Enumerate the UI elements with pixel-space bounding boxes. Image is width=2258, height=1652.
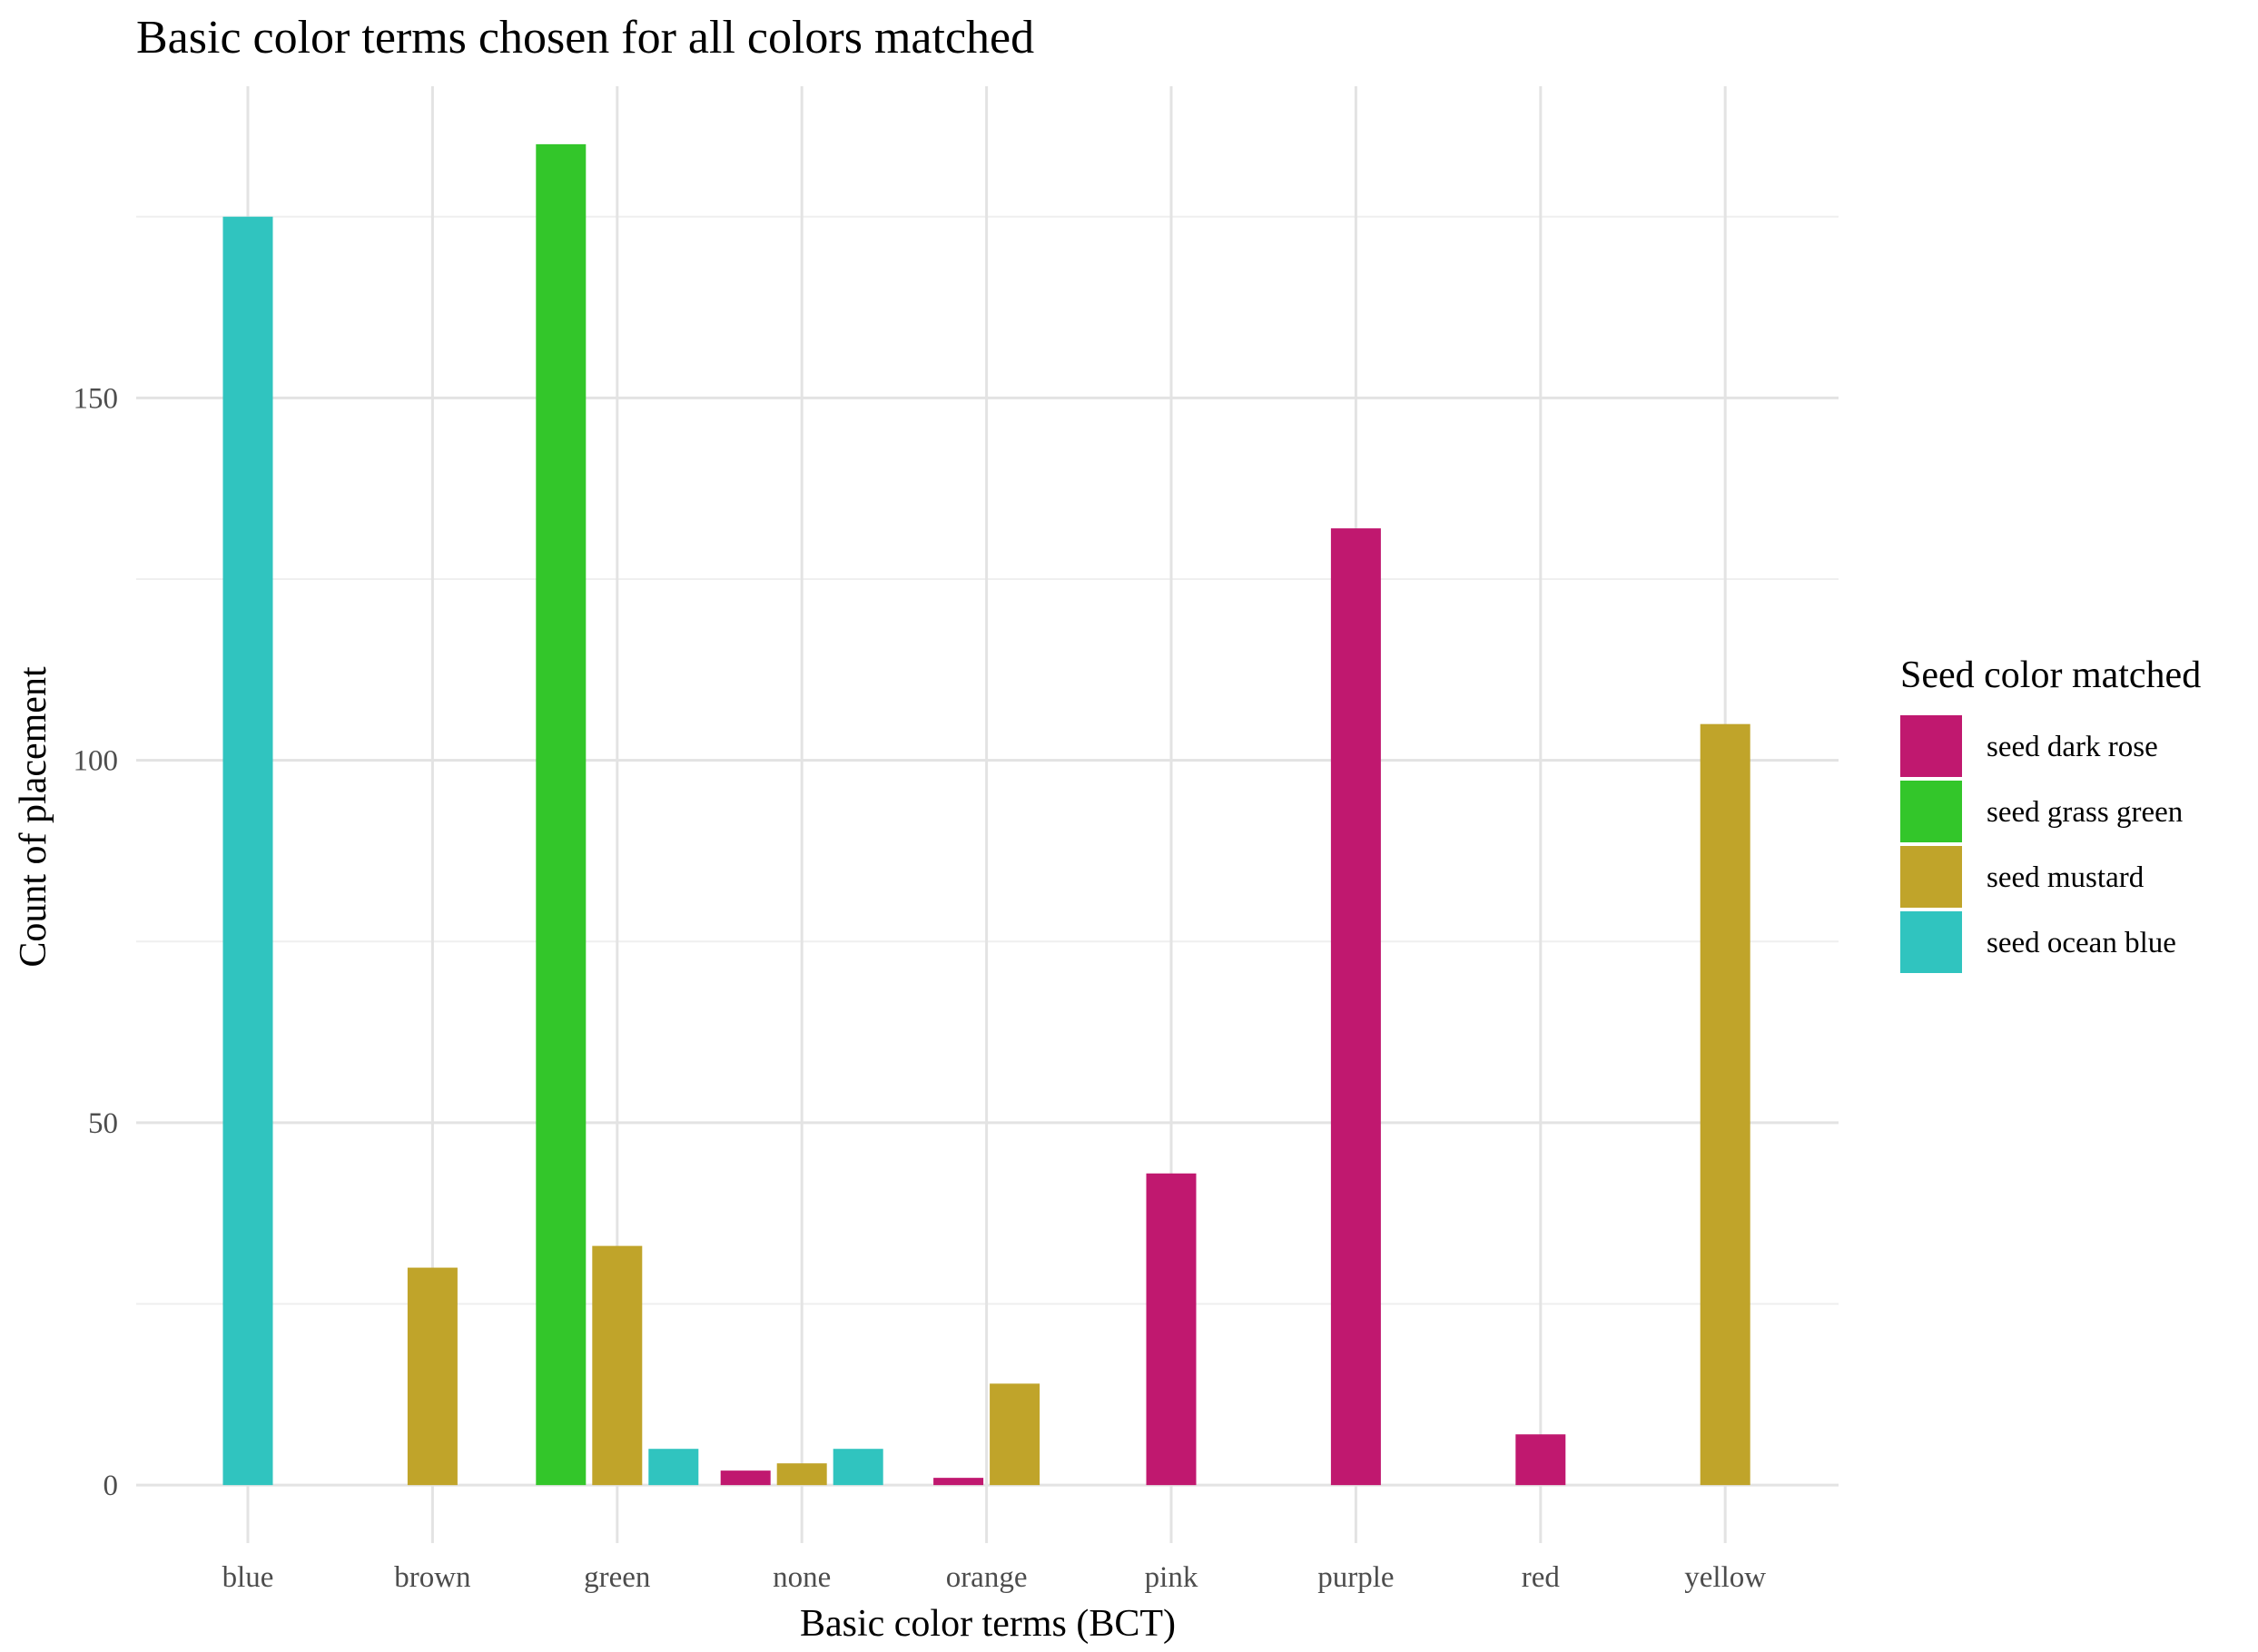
y-tick-label: 50 xyxy=(88,1107,118,1140)
x-tick-label: brown xyxy=(394,1561,470,1594)
x-tick-label: none xyxy=(773,1561,831,1594)
legend-key xyxy=(1900,781,1962,842)
x-tick-labels: blue brown green none orange pink purple red yel… xyxy=(222,1561,1767,1594)
legend-label: seed grass green xyxy=(1987,796,2183,829)
legend-key xyxy=(1900,911,1962,973)
bar-green-seed-mustard xyxy=(592,1245,643,1486)
legend-key xyxy=(1900,715,1962,777)
chart-title: Basic color terms chosen for all colors … xyxy=(136,12,1034,64)
legend-key xyxy=(1900,846,1962,908)
legend: Seed color matched seed dark rose seed gr… xyxy=(1900,654,2201,973)
bar-brown-seed-mustard xyxy=(407,1267,458,1486)
bar-green-seed-ocean-blue xyxy=(648,1449,699,1486)
x-axis-title: Basic color terms (BCT) xyxy=(800,1603,1176,1645)
y-axis-title: Count of placement xyxy=(13,666,54,968)
x-tick-label: purple xyxy=(1317,1561,1394,1594)
bar-red-seed-dark-rose xyxy=(1515,1434,1566,1486)
x-tick-label: red xyxy=(1522,1561,1561,1594)
legend-label: seed dark rose xyxy=(1987,731,2158,763)
x-tick-label: pink xyxy=(1145,1561,1198,1594)
x-tick-label: green xyxy=(584,1561,650,1594)
x-tick-label: blue xyxy=(222,1561,274,1594)
y-tick-labels: 0 50 100 150 xyxy=(74,382,119,1502)
bar-orange-seed-mustard xyxy=(990,1383,1040,1486)
legend-label: seed mustard xyxy=(1987,861,2145,894)
bar-yellow-seed-mustard xyxy=(1700,723,1750,1486)
x-tick-label: yellow xyxy=(1684,1561,1766,1594)
major-gridlines xyxy=(136,86,1839,1543)
y-tick-label: 150 xyxy=(74,382,119,415)
legend-label: seed ocean blue xyxy=(1987,927,2176,959)
bar-pink-seed-dark-rose xyxy=(1146,1173,1197,1486)
y-tick-label: 0 xyxy=(104,1470,119,1502)
bar-none-seed-mustard xyxy=(776,1463,827,1486)
legend-title: Seed color matched xyxy=(1900,654,2201,696)
bar-none-seed-dark-rose xyxy=(720,1470,771,1486)
bar-none-seed-ocean-blue xyxy=(833,1449,883,1486)
x-tick-label: orange xyxy=(946,1561,1028,1594)
y-tick-label: 100 xyxy=(74,745,119,778)
bar-purple-seed-dark-rose xyxy=(1330,528,1381,1486)
bar-green-seed-grass-green xyxy=(536,143,587,1486)
bar-orange-seed-dark-rose xyxy=(933,1478,984,1486)
bars xyxy=(222,143,1750,1486)
bar-blue-seed-ocean-blue xyxy=(222,216,273,1486)
